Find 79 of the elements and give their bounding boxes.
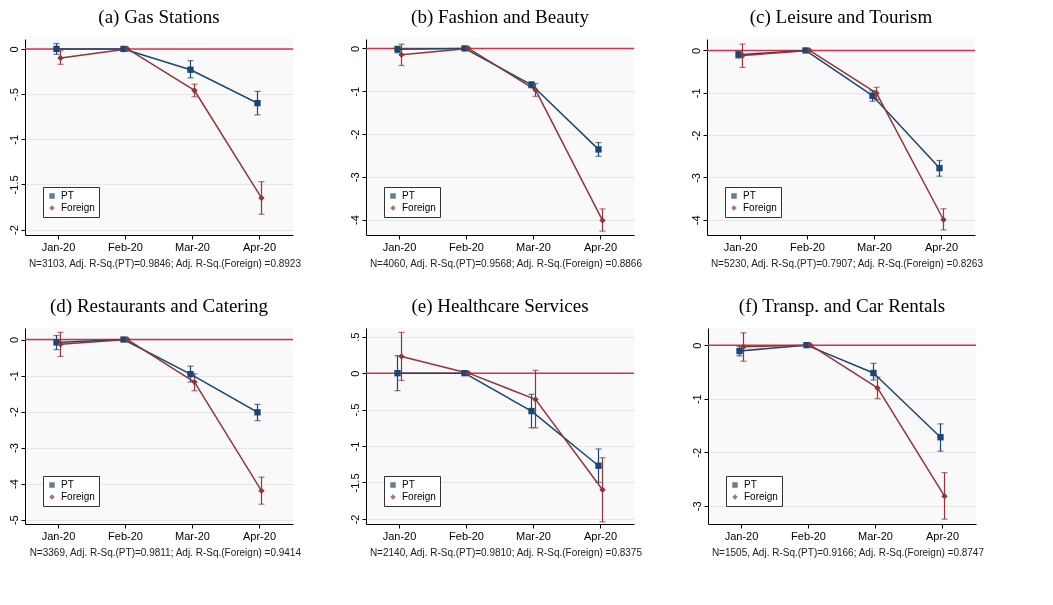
legend-label: PT: [61, 190, 74, 201]
legend-label: PT: [744, 479, 757, 490]
y-tick-label: -4: [689, 215, 702, 226]
x-tick-label: Feb-20: [790, 240, 825, 253]
y-tick-label: .5: [348, 332, 361, 342]
y-tick-label: 0: [689, 47, 702, 54]
y-tick-label: 0: [7, 46, 20, 53]
chart-title: (d) Restaurants and Catering: [50, 295, 269, 317]
text: N=3103, Adj. R-Sq.(PT)=0.9846; Adj. R-Sq.(Foreign) =0.8923: [28, 258, 302, 269]
y-tick-label: 0: [348, 370, 361, 377]
x-tick-label: Apr-20: [583, 240, 618, 253]
x-tick-label: Jan-20: [41, 529, 76, 542]
x-tick-label: Feb-20: [108, 240, 143, 253]
y-tick-label: 0: [690, 342, 703, 349]
x-tick-label: Feb-20: [791, 529, 826, 542]
legend-label: Foreign: [61, 202, 95, 213]
x-tick-label: Apr-20: [242, 240, 277, 253]
text: N=5230, Adj. R-Sq.(PT)=0.7907; Adj. R-Sq.(Foreign) =0.8263: [710, 258, 984, 269]
y-tick-label: -5: [7, 515, 20, 526]
y-tick-label: -4: [7, 479, 20, 490]
legend-label: PT: [402, 190, 415, 201]
x-tick-label: Feb-20: [108, 529, 143, 542]
chart-title: (f) Transp. and Car Rentals: [738, 295, 946, 317]
x-tick-label: Jan-20: [382, 529, 417, 542]
chart-title: (a) Gas Stations: [98, 6, 220, 28]
legend-label: PT: [61, 479, 74, 490]
legend-label: Foreign: [402, 202, 436, 213]
y-tick-label: -2: [689, 130, 702, 141]
y-tick-label: -2: [7, 407, 20, 417]
text: N=2140, Adj. R-Sq.(PT)=0.9810; Adj. R-Sq.(Foreign) =0.8375: [369, 547, 643, 558]
legend-label: Foreign: [743, 202, 777, 213]
text: N=3369, Adj. R-Sq.(PT)=0.9811; Adj. R-Sq.(Foreign) =0.9414: [29, 547, 302, 558]
x-tick-label: Apr-20: [925, 529, 960, 542]
y-tick-label: -1: [689, 88, 702, 99]
text: N=4060, Adj. R-Sq.(PT)=0.9568; Adj. R-Sq.(Foreign) =0.8866: [369, 258, 643, 269]
y-tick-label: -.5: [7, 88, 20, 102]
x-tick-label: Mar-20: [857, 240, 892, 253]
y-tick-label: -3: [7, 443, 20, 454]
legend-label: Foreign: [744, 491, 778, 502]
x-tick-label: Mar-20: [175, 529, 210, 542]
x-tick-label: Jan-20: [723, 240, 758, 253]
text: N=1505, Adj. R-Sq.(PT)=0.9166; Adj. R-Sq.(Foreign) =0.8747: [711, 547, 985, 558]
y-tick-label: -1: [7, 371, 20, 381]
y-tick-label: -4: [348, 215, 361, 225]
x-tick-label: Mar-20: [858, 529, 893, 542]
y-tick-label: -2: [7, 225, 20, 235]
chart-title: (e) Healthcare Services: [411, 295, 589, 317]
x-tick-label: Feb-20: [449, 529, 484, 542]
x-tick-label: Feb-20: [449, 240, 484, 253]
y-tick-label: -2: [348, 514, 361, 525]
y-tick-label: 0: [348, 45, 361, 52]
y-tick-label: -1.5: [7, 175, 20, 195]
x-tick-label: Jan-20: [382, 240, 417, 253]
y-tick-label: -2: [690, 447, 703, 458]
y-tick-label: -3: [348, 172, 361, 183]
x-tick-label: Mar-20: [516, 529, 551, 542]
legend-label: PT: [743, 190, 756, 201]
legend-label: PT: [402, 479, 415, 490]
x-tick-label: Jan-20: [724, 529, 759, 542]
x-tick-label: Apr-20: [242, 529, 277, 542]
y-tick-label: -3: [689, 173, 702, 183]
x-tick-label: Mar-20: [516, 240, 551, 253]
y-tick-label: -1: [7, 134, 20, 145]
x-tick-label: Jan-20: [41, 240, 76, 253]
x-tick-label: Apr-20: [924, 240, 959, 253]
y-tick-label: -1.5: [348, 473, 361, 493]
legend-label: Foreign: [402, 491, 436, 502]
y-tick-label: -1: [690, 394, 703, 405]
chart-title: (b) Fashion and Beauty: [411, 6, 590, 28]
y-tick-label: 0: [7, 336, 20, 344]
legend-label: Foreign: [61, 491, 95, 502]
x-tick-label: Mar-20: [175, 240, 210, 253]
chart-title: (c) Leisure and Tourism: [749, 6, 933, 28]
x-tick-label: Apr-20: [583, 529, 618, 542]
y-tick-label: -.5: [348, 403, 361, 417]
y-tick-label: -2: [348, 129, 361, 140]
y-tick-label: -3: [690, 501, 703, 512]
y-tick-label: -1: [348, 441, 361, 452]
y-tick-label: -1: [348, 86, 361, 97]
